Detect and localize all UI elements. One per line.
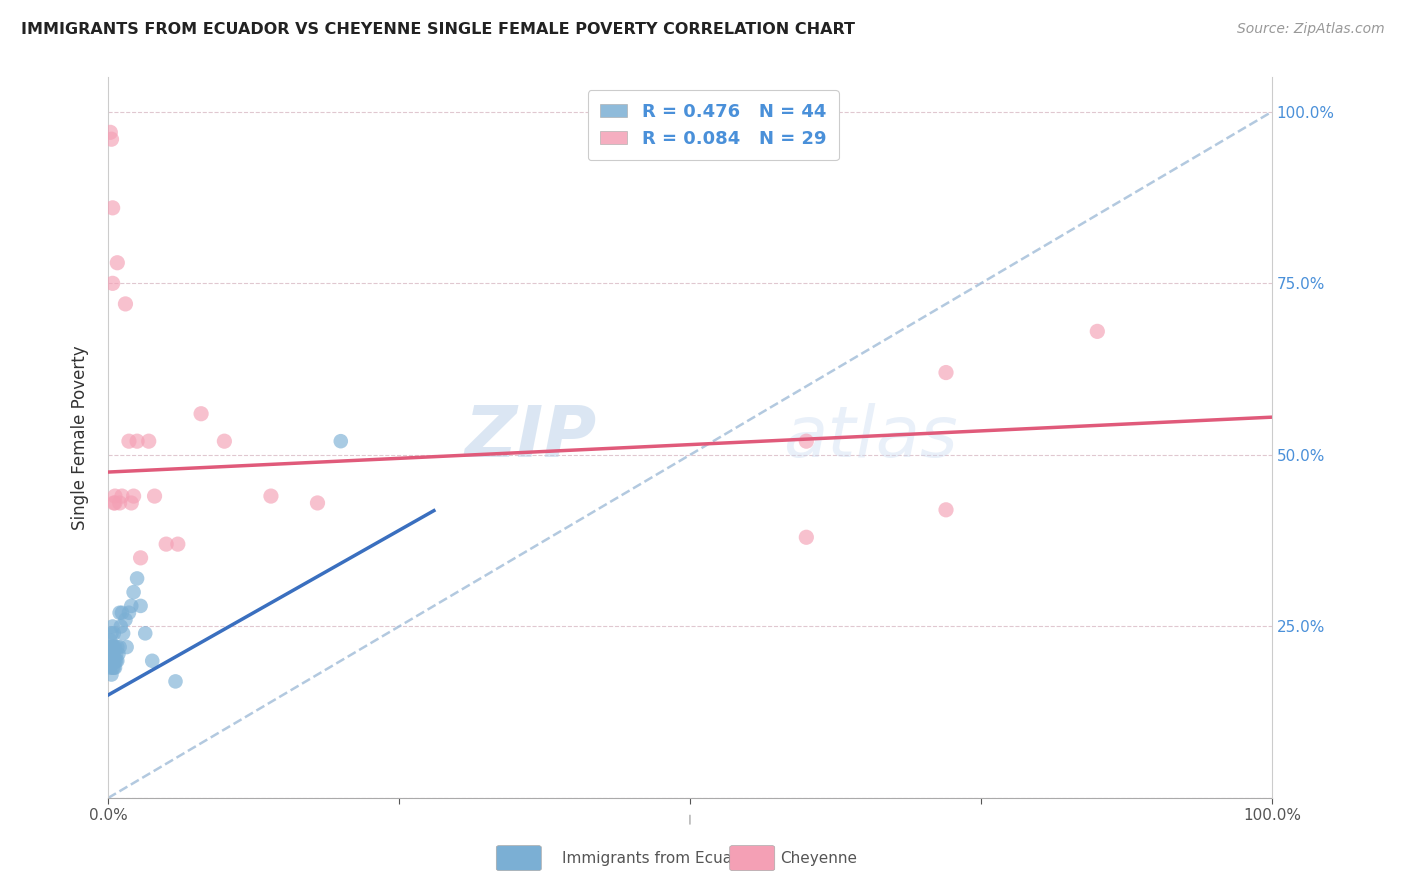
Point (329, 434, 352, 449)
Point (98, 633, 121, 648)
Point (143, 489, 166, 503)
Point (100, 647, 122, 661)
Point (101, 654, 124, 668)
Point (104, 654, 127, 668)
Point (98, 125, 121, 139)
Point (101, 661, 124, 675)
Point (98, 647, 121, 661)
Point (101, 277, 124, 291)
Point (104, 496, 127, 510)
Point (166, 537, 188, 551)
Text: ZIP: ZIP (464, 403, 596, 472)
Point (110, 619, 132, 633)
Point (1085, 324, 1108, 338)
Point (794, 434, 817, 449)
Text: atlas: atlas (783, 403, 957, 472)
Point (103, 654, 125, 668)
Point (103, 647, 125, 661)
Point (105, 256, 128, 270)
Point (118, 606, 141, 620)
Point (307, 496, 329, 510)
Point (104, 661, 127, 675)
Point (127, 434, 149, 449)
Y-axis label: Single Female Poverty: Single Female Poverty (72, 345, 89, 530)
Text: Cheyenne: Cheyenne (780, 851, 858, 865)
Point (120, 599, 142, 613)
Legend: R = 0.476   N = 44, R = 0.084   N = 29: R = 0.476 N = 44, R = 0.084 N = 29 (588, 90, 839, 161)
Point (105, 654, 128, 668)
Point (103, 661, 125, 675)
Point (98, 661, 121, 675)
Point (155, 537, 177, 551)
Text: Immigrants from Ecuador: Immigrants from Ecuador (562, 851, 758, 865)
Point (108, 606, 131, 620)
Point (114, 613, 136, 627)
Point (104, 640, 127, 654)
Point (134, 626, 156, 640)
Point (101, 640, 124, 654)
Point (129, 599, 152, 613)
Point (100, 654, 122, 668)
Point (98, 654, 121, 668)
Point (118, 434, 141, 449)
Point (103, 626, 125, 640)
Point (101, 647, 124, 661)
Point (190, 407, 212, 421)
Point (103, 640, 125, 654)
Point (103, 496, 125, 510)
Point (138, 434, 160, 449)
Point (120, 496, 142, 510)
Point (111, 606, 134, 620)
Point (935, 503, 957, 517)
Point (101, 201, 124, 215)
Text: IMMIGRANTS FROM ECUADOR VS CHEYENNE SINGLE FEMALE POVERTY CORRELATION CHART: IMMIGRANTS FROM ECUADOR VS CHEYENNE SING… (21, 22, 855, 37)
Point (114, 297, 136, 311)
Point (108, 496, 131, 510)
Point (100, 626, 122, 640)
Point (105, 640, 128, 654)
Point (122, 489, 145, 503)
Point (104, 489, 127, 503)
Point (935, 366, 957, 380)
Text: Source: ZipAtlas.com: Source: ZipAtlas.com (1237, 22, 1385, 37)
Point (129, 550, 152, 565)
Point (122, 585, 145, 599)
Point (112, 626, 135, 640)
Point (100, 640, 122, 654)
Point (794, 530, 817, 544)
Point (107, 647, 129, 661)
Point (141, 654, 163, 668)
Point (127, 571, 149, 585)
Point (101, 619, 124, 633)
Point (260, 489, 283, 503)
Point (100, 667, 122, 681)
Point (98, 640, 121, 654)
Point (100, 132, 122, 146)
Point (165, 674, 187, 689)
Point (111, 489, 134, 503)
Point (115, 640, 138, 654)
Point (108, 640, 131, 654)
Point (214, 434, 236, 449)
Point (105, 654, 128, 668)
Point (105, 647, 128, 661)
